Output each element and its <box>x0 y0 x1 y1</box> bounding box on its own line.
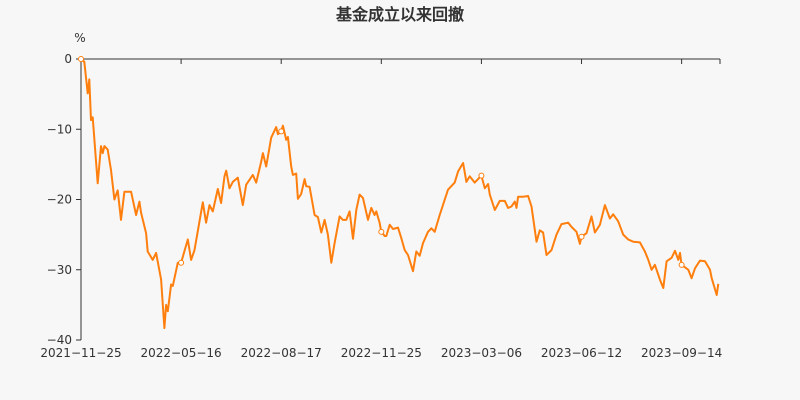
y-axis-unit-label: % <box>74 31 85 45</box>
data-point-marker <box>578 233 585 240</box>
data-point-marker <box>78 56 84 62</box>
data-point-marker <box>478 172 485 179</box>
x-tick-label: 2021−11−25 <box>40 346 121 360</box>
x-tick-label: 2023−09−14 <box>641 346 722 360</box>
x-tick-label: 2023−03−06 <box>441 346 522 360</box>
drawdown-line <box>80 58 720 330</box>
chart-title: 基金成立以来回撤 <box>335 5 464 24</box>
x-tick-label: 2022−11−25 <box>341 346 422 360</box>
y-tick-label: −20 <box>47 193 72 207</box>
y-tick-label: −30 <box>47 263 72 277</box>
y-tick-label: −10 <box>47 122 72 136</box>
data-point-marker <box>378 228 385 235</box>
y-tick-label: −40 <box>47 333 72 347</box>
y-tick-label: 0 <box>64 52 72 66</box>
x-tick-label: 2022−05−16 <box>141 346 222 360</box>
x-tick-label: 2023−06−12 <box>541 346 622 360</box>
data-point-marker <box>178 259 185 266</box>
data-point-marker <box>678 261 685 268</box>
data-point-marker <box>278 128 285 135</box>
x-tick-label: 2022−08−17 <box>241 346 322 360</box>
